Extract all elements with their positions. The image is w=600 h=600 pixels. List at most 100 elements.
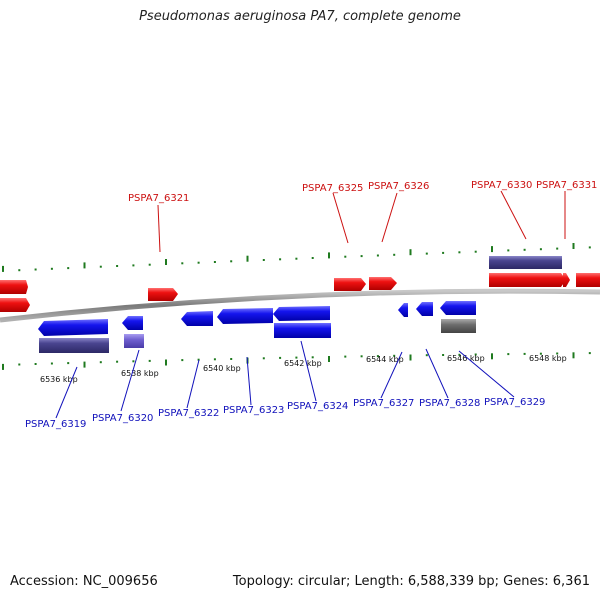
minor-tick <box>213 261 216 263</box>
gene-arrow[interactable] <box>0 298 30 312</box>
gene-label-pspa7-6319[interactable]: PSPA7_6319 <box>25 419 86 430</box>
gene-label-pspa7-6330[interactable]: PSPA7_6330 <box>471 180 532 191</box>
major-tick <box>165 359 167 366</box>
minor-tick <box>539 248 542 251</box>
gene-arrow[interactable] <box>0 280 28 294</box>
minor-tick <box>588 246 591 249</box>
gene-arrow-pspa7-6328[interactable] <box>416 302 433 316</box>
gene-arrow-pspa7-6325[interactable] <box>334 278 366 291</box>
minor-tick <box>18 363 21 366</box>
cds-block-pspa7-6320[interactable] <box>124 334 144 348</box>
minor-tick <box>99 265 102 268</box>
minor-tick <box>376 254 379 257</box>
cds-block-pspa7-6330[interactable] <box>489 256 562 269</box>
gene-arrow-pspa7-6320[interactable] <box>122 316 143 330</box>
minor-tick <box>197 261 200 264</box>
minor-tick <box>262 357 265 360</box>
gene-arrow-pspa7-6321[interactable] <box>148 288 178 301</box>
major-tick <box>2 265 4 272</box>
minor-tick <box>50 362 53 365</box>
scale-label: 6544 kbp <box>366 355 404 364</box>
gene-label-pspa7-6328[interactable]: PSPA7_6328 <box>419 398 480 409</box>
accession-text: Accession: NC_009656 <box>10 574 158 589</box>
minor-tick <box>393 253 396 256</box>
minor-tick <box>230 260 233 263</box>
minor-tick <box>295 356 298 359</box>
minor-tick <box>279 356 282 359</box>
gene-arrow-pspa7-6319[interactable] <box>38 319 108 336</box>
minor-tick <box>523 352 526 355</box>
major-tick <box>246 255 249 262</box>
minor-tick <box>523 248 526 251</box>
bottom-gene-leaders <box>55 340 515 419</box>
major-tick <box>572 352 575 359</box>
minor-tick <box>442 354 445 356</box>
minor-tick <box>360 255 363 258</box>
cds-block-pspa7-6324[interactable] <box>274 323 331 338</box>
minor-tick <box>425 354 428 357</box>
scale-label: 6546 kbp <box>447 354 485 363</box>
gene-label-pspa7-6326[interactable]: PSPA7_6326 <box>368 181 429 192</box>
gene-arrow-pspa7-6330[interactable] <box>489 273 566 287</box>
scale-label: 6538 kbp <box>121 369 159 378</box>
major-tick <box>491 246 493 253</box>
minor-tick <box>279 258 282 261</box>
tick-row-bottom <box>2 352 591 370</box>
minor-tick <box>99 361 102 364</box>
minor-tick <box>556 247 559 250</box>
gene-label-pspa7-6327[interactable]: PSPA7_6327 <box>353 398 414 409</box>
gene-arrow-pspa7-6322[interactable] <box>181 311 213 326</box>
gene-arrow-pspa7-6326[interactable] <box>369 277 397 290</box>
scale-label: 6536 kbp <box>40 375 78 384</box>
gene-arrow[interactable] <box>576 273 600 287</box>
gene-label-pspa7-6322[interactable]: PSPA7_6322 <box>158 408 219 419</box>
minor-tick <box>539 352 542 355</box>
minor-tick <box>148 359 151 362</box>
minor-tick <box>34 268 37 271</box>
minor-tick <box>458 353 461 356</box>
minor-tick <box>344 355 347 358</box>
gene-features <box>0 256 600 353</box>
genome-backbone <box>0 288 600 323</box>
gene-label-pspa7-6331[interactable]: PSPA7_6331 <box>536 180 597 191</box>
minor-tick <box>458 251 461 254</box>
gene-label-pspa7-6320[interactable]: PSPA7_6320 <box>92 413 153 424</box>
pseudogene-block-pspa7-6329[interactable] <box>441 319 476 333</box>
genome-title: Pseudomonas aeruginosa PA7, complete gen… <box>139 9 461 24</box>
major-tick <box>409 249 412 256</box>
cds-block-pspa7-6319[interactable] <box>39 338 109 353</box>
minor-tick <box>116 360 119 363</box>
gene-label-pspa7-6329[interactable]: PSPA7_6329 <box>484 397 545 408</box>
gene-label-pspa7-6324[interactable]: PSPA7_6324 <box>287 401 348 412</box>
minor-tick <box>295 257 298 260</box>
minor-tick <box>588 352 591 355</box>
minor-tick <box>425 252 428 255</box>
minor-tick <box>116 265 119 267</box>
gene-arrow-pspa7-6323[interactable] <box>217 308 273 324</box>
scale-label: 6540 kbp <box>203 364 241 373</box>
gene-label-pspa7-6325[interactable]: PSPA7_6325 <box>302 183 363 194</box>
gene-label-pspa7-6323[interactable]: PSPA7_6323 <box>223 405 284 416</box>
bottom-gene-labels: PSPA7_6319 PSPA7_6320 PSPA7_6322 PSPA7_6… <box>25 397 545 430</box>
major-tick <box>409 354 412 361</box>
minor-tick <box>262 259 265 261</box>
minor-tick <box>556 352 559 355</box>
minor-tick <box>360 355 363 358</box>
major-tick <box>328 356 330 362</box>
minor-tick <box>230 358 233 360</box>
gene-arrow-pspa7-6324[interactable] <box>273 306 330 321</box>
minor-tick <box>181 359 184 362</box>
minor-tick <box>507 353 510 356</box>
minor-tick <box>18 269 21 272</box>
gene-label-pspa7-6321[interactable]: PSPA7_6321 <box>128 193 189 204</box>
gene-arrow-pspa7-6327[interactable] <box>398 303 408 317</box>
gene-arrow-pspa7-6331[interactable] <box>563 273 570 287</box>
major-tick <box>165 259 167 265</box>
minor-tick <box>50 267 53 270</box>
minor-tick <box>181 262 184 265</box>
minor-tick <box>213 358 216 361</box>
minor-tick <box>474 250 477 253</box>
minor-tick <box>148 263 151 266</box>
gene-arrow-pspa7-6329[interactable] <box>440 301 476 315</box>
tick-row-top <box>2 243 591 272</box>
